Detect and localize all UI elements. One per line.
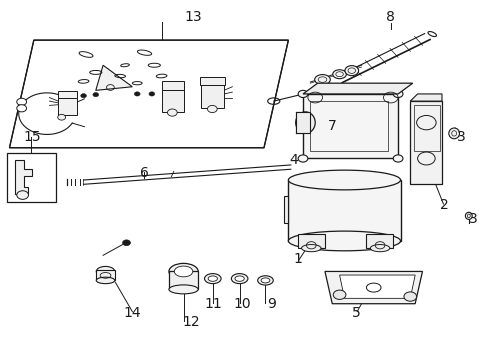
- Text: 10: 10: [233, 297, 250, 311]
- Ellipse shape: [231, 274, 247, 284]
- Bar: [200, 85, 224, 108]
- Bar: [58, 98, 77, 116]
- Ellipse shape: [448, 128, 459, 139]
- Ellipse shape: [298, 90, 307, 98]
- Bar: [58, 91, 77, 98]
- Text: 11: 11: [204, 297, 222, 311]
- Bar: [161, 81, 183, 90]
- Circle shape: [332, 290, 345, 300]
- Bar: [366, 234, 392, 248]
- Ellipse shape: [96, 266, 115, 276]
- Bar: [168, 271, 198, 289]
- Ellipse shape: [168, 285, 198, 294]
- Bar: [96, 270, 115, 280]
- Text: 7: 7: [327, 119, 336, 133]
- Ellipse shape: [204, 274, 221, 284]
- Ellipse shape: [261, 278, 269, 283]
- Ellipse shape: [288, 231, 400, 251]
- Text: 1: 1: [293, 252, 302, 266]
- Ellipse shape: [369, 244, 389, 252]
- Bar: [161, 90, 183, 112]
- Circle shape: [58, 114, 65, 120]
- Polygon shape: [9, 40, 288, 148]
- Text: 15: 15: [23, 130, 41, 144]
- Circle shape: [81, 94, 86, 98]
- Polygon shape: [283, 196, 288, 223]
- Ellipse shape: [168, 264, 198, 279]
- Ellipse shape: [208, 276, 217, 281]
- Text: 12: 12: [182, 315, 199, 329]
- Ellipse shape: [301, 244, 321, 252]
- Ellipse shape: [392, 90, 402, 98]
- Circle shape: [17, 98, 26, 105]
- Ellipse shape: [96, 277, 115, 284]
- Circle shape: [17, 105, 26, 112]
- Text: 8: 8: [386, 10, 394, 24]
- Ellipse shape: [257, 276, 273, 285]
- Text: 14: 14: [123, 306, 141, 320]
- Text: 5: 5: [351, 306, 360, 320]
- Polygon shape: [339, 275, 414, 298]
- Ellipse shape: [288, 170, 400, 190]
- Ellipse shape: [314, 75, 330, 85]
- Bar: [310, 101, 387, 151]
- Circle shape: [122, 240, 130, 246]
- Ellipse shape: [344, 66, 358, 76]
- Circle shape: [167, 109, 177, 116]
- Circle shape: [207, 105, 217, 113]
- Bar: [298, 234, 325, 248]
- Polygon shape: [96, 65, 132, 90]
- Ellipse shape: [332, 70, 346, 79]
- Text: 9: 9: [266, 297, 275, 311]
- Ellipse shape: [235, 276, 244, 281]
- Bar: [303, 94, 397, 158]
- Circle shape: [17, 191, 28, 199]
- Text: 13: 13: [184, 10, 202, 24]
- Ellipse shape: [465, 212, 471, 220]
- Bar: [288, 180, 400, 241]
- Text: 4: 4: [288, 153, 297, 167]
- Circle shape: [134, 92, 140, 96]
- Text: 6: 6: [140, 166, 149, 180]
- Polygon shape: [325, 271, 422, 304]
- Ellipse shape: [295, 112, 315, 134]
- Text: 3: 3: [456, 130, 465, 144]
- Ellipse shape: [298, 155, 307, 162]
- Text: 2: 2: [439, 198, 448, 212]
- Bar: [409, 101, 441, 184]
- Ellipse shape: [427, 32, 436, 37]
- Bar: [7, 153, 56, 202]
- Ellipse shape: [174, 266, 192, 277]
- Circle shape: [149, 92, 155, 96]
- Ellipse shape: [392, 155, 402, 162]
- Circle shape: [403, 292, 416, 301]
- Polygon shape: [409, 94, 441, 101]
- Polygon shape: [303, 83, 412, 94]
- Polygon shape: [15, 160, 32, 194]
- Text: 3: 3: [468, 212, 477, 226]
- Bar: [295, 112, 310, 134]
- Bar: [199, 77, 224, 85]
- Circle shape: [93, 93, 99, 97]
